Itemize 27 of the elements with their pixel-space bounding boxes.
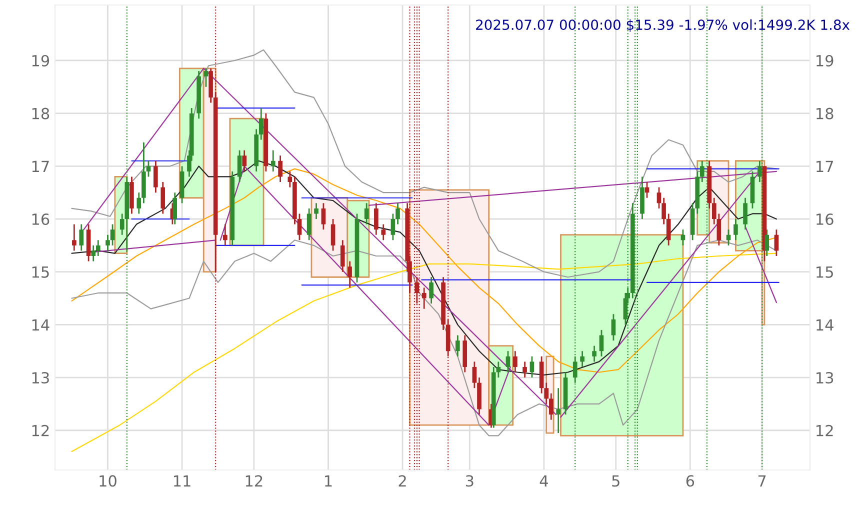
y2-tick-label: 12: [816, 424, 833, 436]
x-tick-label: 3: [466, 475, 474, 487]
x-tick-label: 5: [612, 475, 620, 487]
y-tick-label: 17: [32, 160, 49, 172]
y2-tick-label: 19: [816, 54, 834, 67]
y-tick-label: 19: [32, 54, 50, 67]
y-tick-label: 13: [32, 372, 49, 384]
y2-tick-label: 15: [816, 266, 833, 278]
y-tick-label: 12: [32, 424, 49, 436]
x-tick-label: 12: [246, 475, 262, 486]
x-tick-label: 1: [325, 475, 332, 486]
x-tick-label: 7: [758, 475, 766, 486]
y-tick-label: 16: [32, 213, 50, 226]
x-tick-label: 11: [174, 475, 190, 486]
y2-tick-label: 13: [816, 372, 834, 384]
y2-tick-label: 14: [816, 319, 834, 330]
x-tick-label: 6: [686, 475, 694, 487]
x-tick-label: 10: [100, 475, 116, 487]
y2-tick-label: 17: [816, 160, 833, 172]
text: 2025.07.07 00:00:00 $15.39 -1.97% vol:1499.2K 1.8x: [476, 19, 850, 32]
y2-tick-label: 16: [816, 213, 834, 226]
x-tick-label: 2: [398, 475, 406, 486]
y-tick-label: 18: [32, 108, 50, 120]
y2-tick-label: 18: [816, 108, 834, 120]
x-tick-label: 4: [540, 475, 548, 486]
y-tick-label: 14: [32, 319, 50, 330]
y-tick-label: 15: [32, 266, 49, 278]
